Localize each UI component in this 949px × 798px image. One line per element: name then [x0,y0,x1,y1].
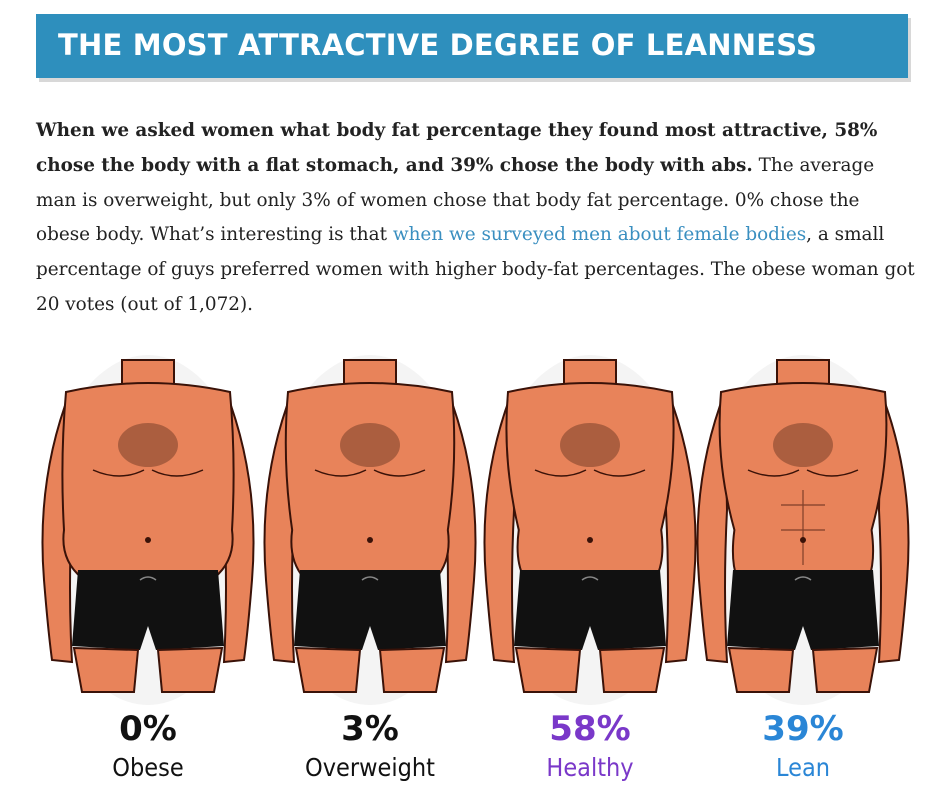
chest-lines [534,469,646,477]
chest-lines [92,469,204,477]
figure-overweight [263,355,477,705]
neck [121,359,175,386]
torso [718,382,888,579]
category-label: Healthy [546,753,633,782]
figure-healthy [483,355,697,705]
page-title: THE MOST ATTRACTIVE DEGREE OF LEANNESS [58,28,818,62]
right-arm [877,391,910,664]
figure-lean [696,355,910,705]
body-fat-chart: 0% Obese 3% Overweight 58% Healthy 39% Lean [41,355,910,782]
chest-hair [340,423,400,467]
title-banner: THE MOST ATTRACTIVE DEGREE OF LEANNESS [36,14,908,78]
navel [367,537,373,543]
chest-hair [118,423,178,467]
figure-obese [41,355,255,705]
category-label: Overweight [305,753,435,782]
bold-summary: When we asked women what body fat percen… [36,120,878,176]
shorts [727,570,879,650]
neck [563,359,617,386]
paragraph-text-2: , a small percentage of guys preferred w… [36,224,915,315]
value-label: 3% [341,709,399,749]
shorts [294,570,446,650]
chest-hair [773,423,833,467]
survey-link[interactable]: when we surveyed men about female bodies [392,224,807,246]
navel [145,537,151,543]
chest-lines [314,469,426,477]
value-label: 58% [549,709,630,749]
value-label: 39% [762,709,843,749]
drawstring [581,576,599,581]
shorts [514,570,666,650]
chest-hair [560,423,620,467]
shorts [72,570,224,650]
torso [284,382,456,579]
neck [343,359,397,386]
thighs [514,646,666,693]
thighs [72,646,224,693]
paragraph-text-1: The average man is overweight, but only … [36,154,875,246]
category-label: Lean [776,753,830,782]
intro-paragraph: When we asked women what body fat percen… [36,114,916,323]
thighs [727,646,879,693]
drawstring [139,576,157,581]
torso [61,382,235,579]
neck [776,359,830,386]
category-label: Obese [112,753,183,782]
body-fat-figure: 0% Obese 3% Overweight 58% Healthy 39% Lean [0,330,949,798]
thighs [294,646,446,693]
drawstring [794,576,812,581]
drawstring [361,576,379,581]
torso [505,382,675,579]
value-label: 0% [119,709,177,749]
navel [587,537,593,543]
left-arm [696,391,729,664]
abs-lines [781,490,825,565]
chest-lines [747,469,859,477]
